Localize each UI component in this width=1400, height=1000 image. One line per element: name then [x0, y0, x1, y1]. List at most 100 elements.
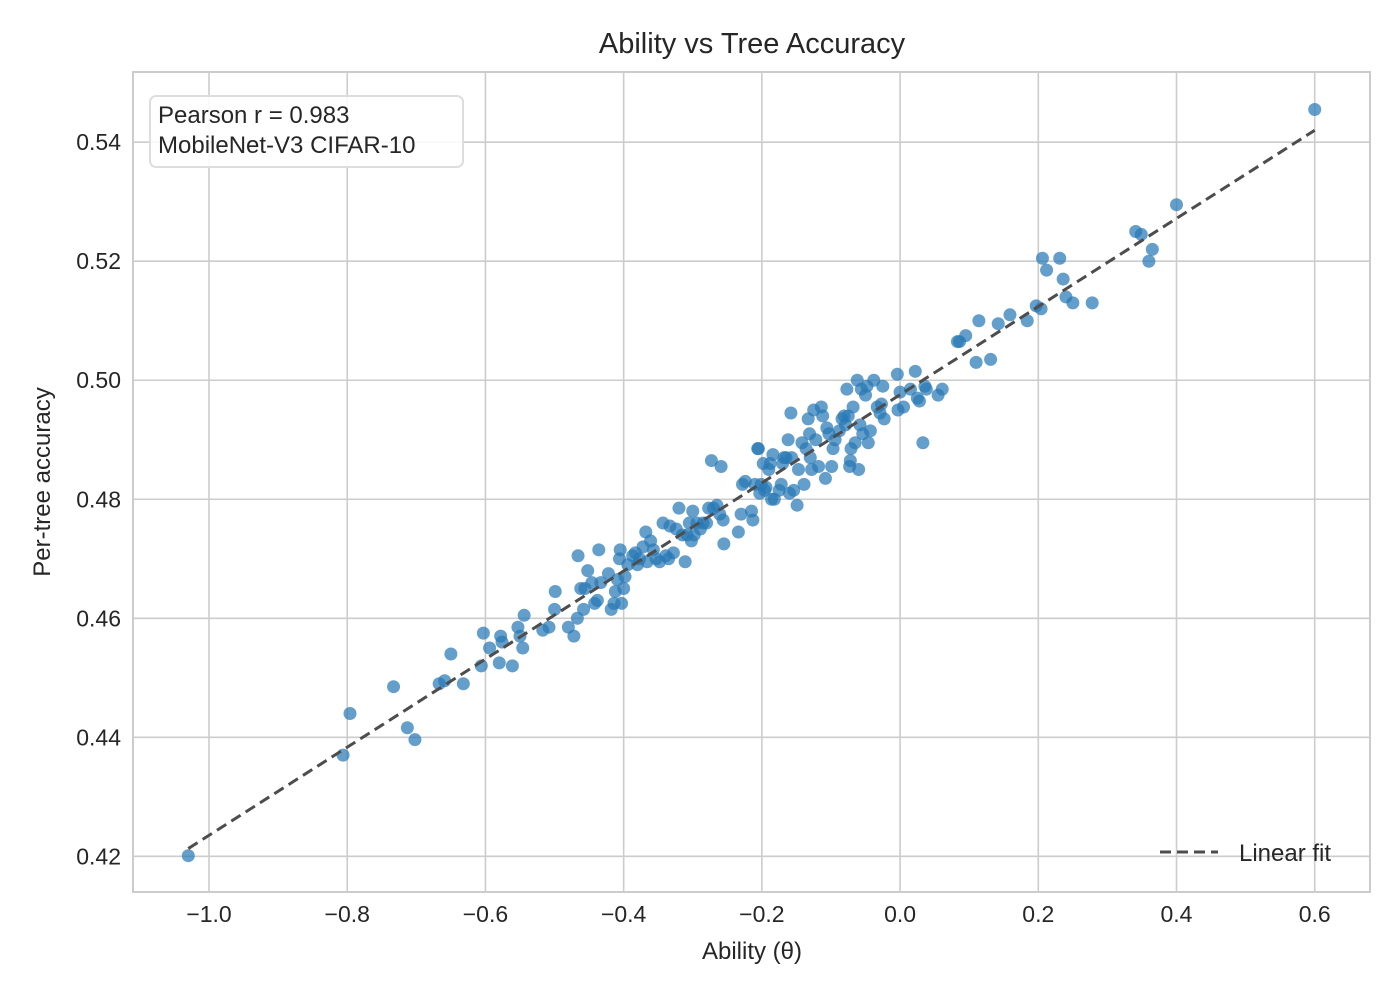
data-point — [408, 733, 422, 747]
data-point — [1308, 102, 1322, 116]
y-tick-labels: 0.42 0.44 0.46 0.48 0.50 0.52 0.54 — [76, 129, 121, 869]
data-point — [774, 477, 788, 491]
data-point — [678, 555, 692, 569]
data-point — [916, 436, 930, 450]
data-point — [714, 460, 728, 474]
x-tick-label: −0.8 — [325, 901, 370, 927]
data-point — [1142, 254, 1156, 268]
data-point — [852, 463, 866, 477]
y-tick-label: 0.54 — [76, 129, 121, 155]
data-point — [615, 596, 629, 610]
legend: Linear fit — [1160, 840, 1331, 867]
data-point — [1134, 227, 1148, 241]
data-point — [704, 454, 718, 468]
x-tick-label: −0.2 — [739, 901, 784, 927]
x-tick-label: 0.2 — [1022, 901, 1054, 927]
data-point — [759, 480, 773, 494]
data-point — [734, 507, 748, 521]
x-tick-label: −1.0 — [186, 901, 231, 927]
data-point — [731, 525, 745, 539]
data-point — [700, 516, 714, 530]
annotation-box-frame — [149, 95, 464, 168]
plot-area-frame — [132, 71, 1371, 893]
y-tick-label: 0.52 — [76, 248, 121, 274]
data-point — [908, 364, 922, 378]
data-point — [812, 460, 826, 474]
data-point — [746, 513, 760, 527]
legend-label-linear-fit: Linear fit — [1239, 840, 1331, 867]
data-point — [890, 367, 904, 381]
data-point — [877, 412, 891, 426]
data-point — [843, 454, 857, 468]
data-point — [840, 382, 854, 396]
chart-title: Ability vs Tree Accuracy — [599, 28, 906, 60]
data-point — [787, 483, 801, 497]
linear-fit-line — [187, 129, 1316, 850]
data-point — [516, 641, 530, 655]
x-tick-label: 0.0 — [884, 901, 916, 927]
data-point — [897, 400, 911, 414]
y-tick-label: 0.50 — [76, 367, 121, 393]
data-point — [1066, 296, 1080, 310]
data-point — [571, 549, 585, 563]
x-tick-label: −0.4 — [601, 901, 647, 927]
data-point — [876, 379, 890, 393]
data-point — [666, 546, 680, 560]
data-point — [766, 448, 780, 462]
data-points — [181, 102, 1322, 863]
data-point — [400, 721, 414, 735]
data-point — [548, 584, 562, 598]
data-point — [590, 593, 604, 607]
data-point — [542, 620, 556, 634]
data-point — [751, 442, 765, 456]
data-point — [717, 537, 731, 551]
data-point — [585, 576, 599, 590]
x-tick-label: −0.6 — [463, 901, 508, 927]
data-point — [1053, 251, 1067, 265]
data-point — [592, 543, 606, 557]
data-point — [1170, 198, 1184, 212]
x-axis-label: Ability (θ) — [702, 938, 802, 965]
data-point — [972, 314, 986, 328]
data-point — [784, 406, 798, 420]
x-tick-label: 0.6 — [1299, 901, 1331, 927]
data-point — [809, 433, 823, 447]
y-tick-label: 0.44 — [76, 724, 121, 750]
data-point — [1056, 272, 1070, 286]
data-point — [816, 409, 830, 423]
data-point — [686, 504, 700, 518]
data-point — [716, 513, 730, 527]
data-point — [577, 602, 591, 616]
data-point — [848, 436, 862, 450]
data-point — [517, 608, 531, 622]
data-point — [444, 647, 458, 661]
data-point — [969, 355, 983, 369]
y-tick-label: 0.48 — [76, 486, 121, 512]
data-point — [613, 543, 627, 557]
data-point — [825, 460, 839, 474]
data-point — [343, 706, 357, 720]
y-tick-label: 0.46 — [76, 605, 121, 631]
data-point — [1035, 251, 1049, 265]
data-point — [1040, 263, 1054, 277]
data-point — [791, 463, 805, 477]
x-tick-label: 0.4 — [1161, 901, 1193, 927]
data-point — [1003, 308, 1017, 322]
data-point — [387, 680, 401, 694]
data-point — [797, 477, 811, 491]
data-point — [1020, 314, 1034, 328]
data-point — [617, 582, 631, 596]
data-point — [790, 498, 804, 512]
data-point — [181, 849, 195, 863]
data-point — [846, 400, 860, 414]
annotation-box: Pearson r = 0.983 MobileNet-V3 CIFAR-10 — [149, 95, 464, 168]
annotation-model: MobileNet-V3 CIFAR-10 — [158, 132, 415, 159]
x-tick-labels: −1.0 −0.8 −0.6 −0.4 −0.2 0.0 0.2 0.4 0.6 — [186, 901, 1330, 927]
data-point — [505, 659, 519, 673]
data-point — [1085, 296, 1099, 310]
data-point — [818, 471, 832, 485]
data-point — [781, 433, 795, 447]
data-point — [991, 317, 1005, 331]
data-point — [476, 626, 490, 640]
